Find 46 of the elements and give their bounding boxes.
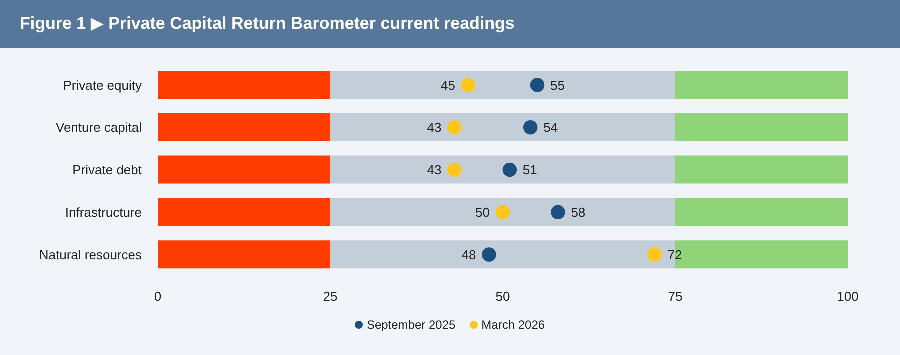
data-label: 43 [427,162,442,178]
legend-label: September 2025 [366,318,456,332]
bar [158,198,330,226]
x-tick-label: 0 [154,289,162,304]
y-tick-label: Natural resources [39,247,142,262]
chart-title: Figure 1 ▶ Private Capital Return Barometer current readings [20,14,515,34]
y-tick-label: Private equity [63,78,142,93]
bar [676,156,848,184]
y-tick-label: Venture capital [56,120,142,136]
bar [158,240,330,269]
x-tick-label: 75 [668,289,683,304]
bar [158,113,330,142]
data-label: 51 [522,162,538,178]
x-tick-label: 25 [323,289,338,304]
point [530,78,545,92]
x-tick-label: 50 [496,289,510,304]
x-tick-label: 100 [837,289,859,304]
bar [330,198,676,226]
bar [158,156,330,184]
point [461,78,476,92]
bar [676,71,848,99]
point [648,248,662,262]
y-tick-label: Private debt [72,162,142,178]
point [448,120,462,135]
data-label: 54 [544,120,558,136]
data-label: 48 [462,247,476,262]
bar [330,113,676,142]
bar [330,156,676,184]
point [551,205,566,220]
point [448,162,462,178]
data-label: 55 [550,78,565,93]
bar [330,71,676,99]
point [482,248,496,262]
data-label: 43 [427,120,442,136]
data-label: 50 [476,204,490,220]
bar [676,113,848,142]
data-label: 58 [571,204,586,220]
point [496,205,510,220]
y-tick-label: Infrastructure [65,205,142,220]
point [523,120,538,135]
data-label: 45 [441,78,456,93]
legend-label: March 2026 [482,318,546,332]
bar [158,71,330,99]
data-label: 72 [668,247,682,262]
point [502,162,518,178]
bar [676,198,848,226]
